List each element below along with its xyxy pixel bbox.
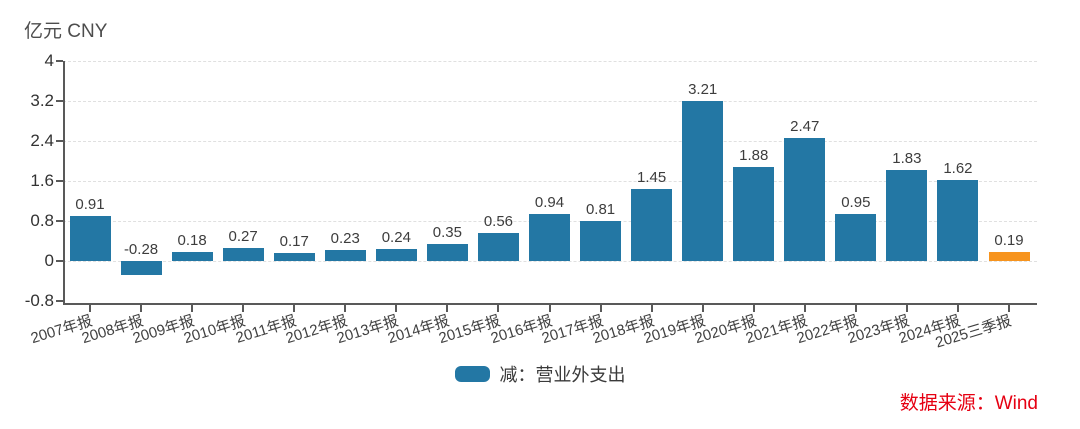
- y-tick-label: 4: [44, 51, 54, 70]
- x-tick-mark: [599, 305, 602, 312]
- x-tick-mark: [650, 305, 653, 312]
- y-tick-label: 0.8: [30, 211, 54, 230]
- bar-value-label: 0.24: [381, 229, 411, 246]
- bar[interactable]: [477, 233, 519, 261]
- bar[interactable]: [988, 251, 1030, 261]
- y-tick-mark: [56, 100, 63, 102]
- x-tick-mark: [242, 305, 245, 312]
- bar-value-label: 0.27: [228, 227, 258, 245]
- gridline: [63, 61, 1037, 62]
- bar-value-label: 1.45: [637, 168, 667, 186]
- axis-unit-label: 亿元 CNY: [24, 21, 108, 42]
- x-tick-mark: [344, 305, 347, 312]
- y-tick-label: 0: [44, 251, 54, 270]
- bar[interactable]: [631, 188, 673, 261]
- bar-value-label: -0.28: [123, 241, 159, 258]
- x-tick-mark: [548, 305, 551, 312]
- bar-value-label: 3.21: [688, 80, 718, 98]
- bar[interactable]: [937, 180, 979, 261]
- y-tick-mark: [56, 180, 63, 182]
- x-tick-mark: [497, 305, 500, 312]
- gridline: [63, 181, 1037, 182]
- y-tick-label: -0.8: [24, 291, 54, 310]
- bar[interactable]: [273, 252, 315, 261]
- bar[interactable]: [580, 220, 622, 261]
- bar-value-label: 1.62: [943, 160, 973, 177]
- y-axis-line: [63, 61, 65, 305]
- bar[interactable]: [222, 247, 264, 261]
- bar-value-label: 1.88: [739, 147, 769, 164]
- x-axis-line: [63, 303, 1037, 305]
- x-tick-mark: [293, 305, 296, 312]
- x-tick-mark: [854, 305, 857, 312]
- x-tick-mark: [1008, 305, 1010, 312]
- bar[interactable]: [529, 214, 570, 261]
- bar[interactable]: [69, 215, 111, 261]
- y-tick-label: 3.2: [30, 91, 54, 110]
- bar-value-label: 0.18: [177, 232, 207, 249]
- x-tick-mark: [905, 305, 908, 312]
- data-source-note: 数据来源：Wind: [899, 393, 1038, 414]
- bar-value-label: 0.23: [330, 229, 360, 247]
- bar[interactable]: [886, 169, 928, 261]
- bar-value-label: 0.81: [585, 200, 616, 218]
- y-tick-mark: [56, 300, 63, 302]
- y-tick-label: 1.6: [30, 171, 54, 190]
- legend-label[interactable]: 减：营业外支出: [499, 365, 626, 385]
- x-tick-mark: [191, 305, 194, 312]
- y-tick-mark: [56, 220, 63, 222]
- bar-value-label: 0.35: [432, 223, 462, 241]
- bar[interactable]: [324, 249, 366, 261]
- x-tick-mark: [956, 305, 959, 312]
- bar-value-label: 0.56: [483, 213, 514, 230]
- gridline: [63, 101, 1037, 102]
- legend: 减：营业外支出: [0, 362, 1080, 386]
- bar-value-label: 1.83: [892, 149, 922, 167]
- x-tick-mark: [701, 305, 704, 312]
- bar[interactable]: [784, 137, 826, 261]
- bar[interactable]: [120, 261, 162, 275]
- bar-value-label: 0.95: [841, 193, 871, 211]
- bar-value-label: 0.91: [75, 195, 105, 213]
- y-tick-label: 2.4: [30, 131, 54, 150]
- x-tick-mark: [395, 305, 398, 312]
- bar[interactable]: [375, 249, 417, 261]
- bar[interactable]: [171, 252, 213, 261]
- x-tick-mark: [89, 305, 91, 312]
- x-tick-mark: [803, 305, 806, 312]
- bar[interactable]: [835, 213, 877, 261]
- gridline: [63, 261, 1037, 262]
- bar[interactable]: [426, 243, 468, 261]
- y-tick-mark: [56, 260, 63, 262]
- bar[interactable]: [733, 167, 775, 261]
- y-tick-mark: [56, 60, 63, 62]
- bar-value-label: 0.19: [994, 231, 1024, 249]
- bar-value-label: 0.94: [534, 194, 565, 211]
- x-tick-mark: [446, 305, 449, 312]
- bar-value-label: 0.17: [279, 232, 309, 250]
- gridline: [63, 141, 1037, 142]
- bar-value-label: 2.47: [790, 117, 820, 135]
- y-tick-mark: [56, 140, 63, 142]
- legend-swatch-icon[interactable]: [454, 366, 490, 382]
- x-tick-mark: [140, 305, 143, 312]
- x-tick-mark: [752, 305, 755, 312]
- bar[interactable]: [682, 100, 724, 261]
